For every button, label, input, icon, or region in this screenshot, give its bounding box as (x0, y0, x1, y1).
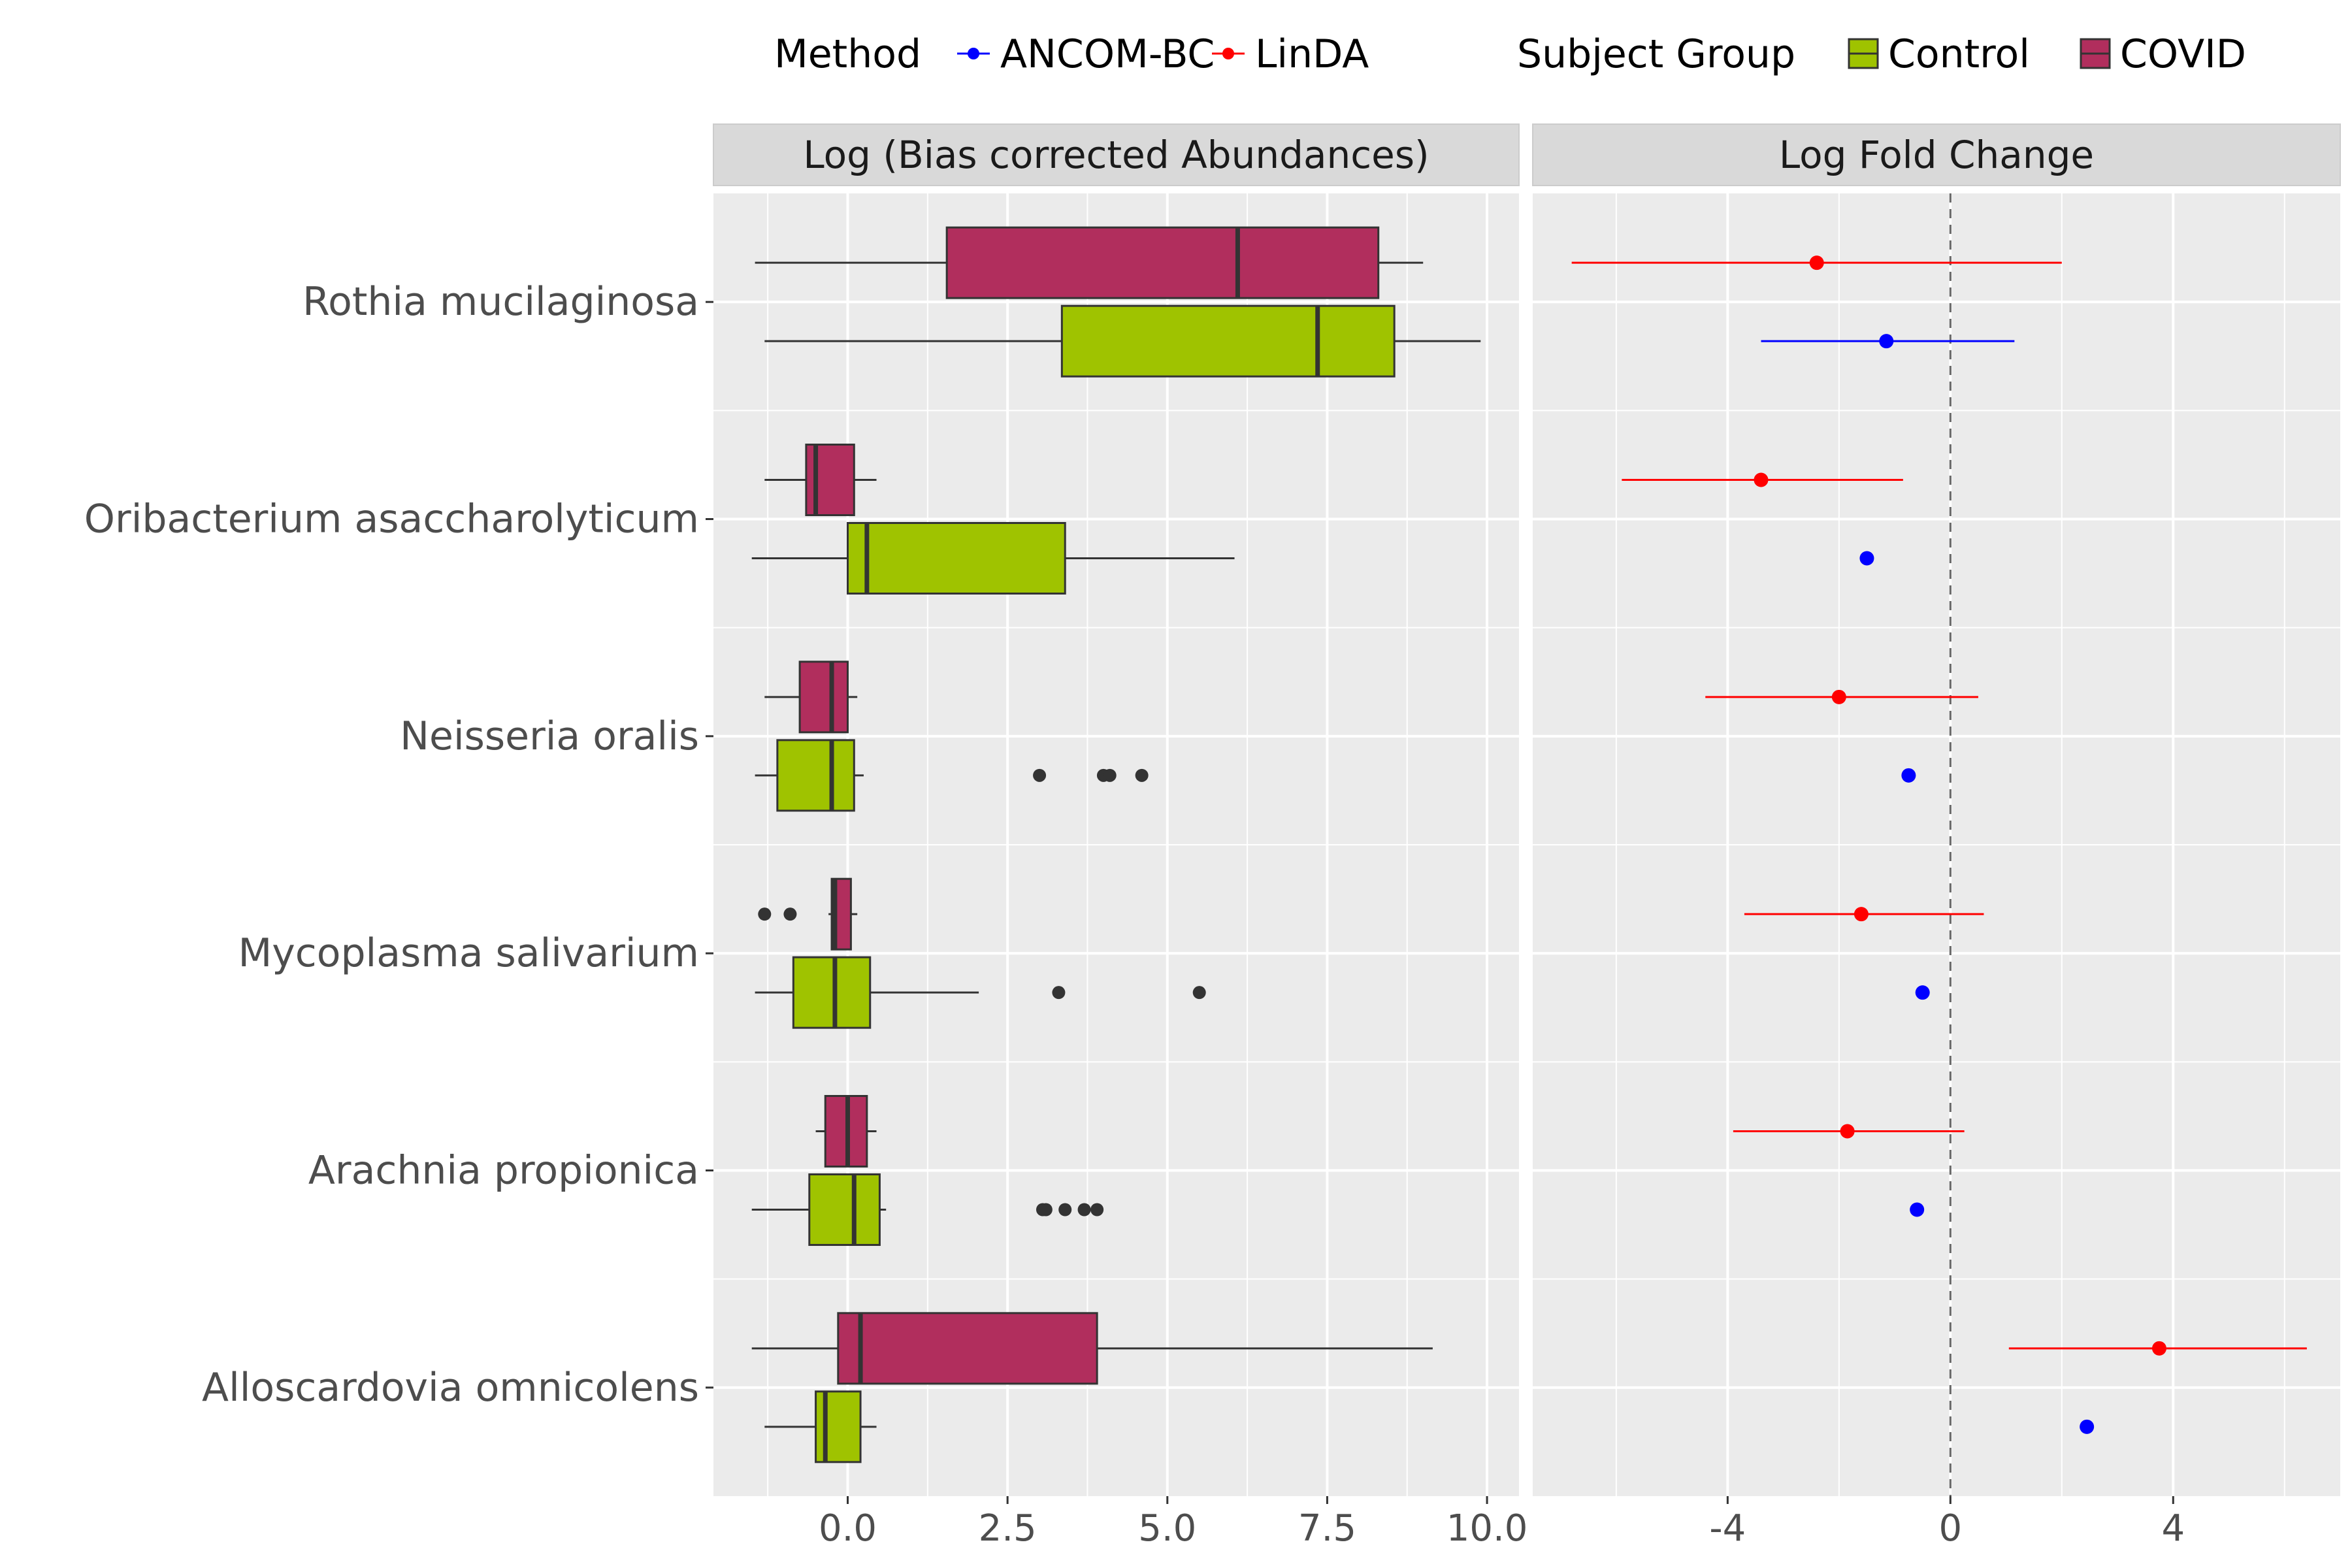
box-outlier-point (1058, 1203, 1072, 1217)
taxon-label-mycoplasma-salivarium: Mycoplasma salivarium (238, 930, 700, 976)
box-body (945, 226, 1380, 299)
abundance-strip (713, 123, 1520, 186)
fold-change-panel-title: Log Fold Change (1779, 133, 2094, 177)
taxon-label-oribacterium-asaccharolyticum: Oribacterium asaccharolyticum (84, 497, 699, 542)
legend-method-label: LinDA (1255, 31, 1369, 77)
legend-method-label: ANCOM-BC (1000, 31, 1215, 77)
box-covid-mycoplasma-salivarium (758, 877, 858, 951)
estimate-point (1901, 768, 1916, 783)
abundance-x-tick-label: 2.5 (979, 1507, 1037, 1550)
pointrange-ancom-bc-oribacterium-asaccharolyticum (1859, 551, 1874, 566)
box-control-arachnia-propionica (751, 1173, 1104, 1246)
legend-method-title: Method (774, 31, 921, 77)
box-body (805, 444, 855, 516)
fold-change-x-axis: -4 0 4 (1709, 1496, 2185, 1550)
pointrange-ancom-bc-mycoplasma-salivarium (1915, 985, 1930, 1000)
box-outlier-point (1077, 1203, 1091, 1217)
pointrange-linda-rothia-mucilaginosa (1571, 255, 2062, 270)
pointrange-linda-alloscardovia-omnicolens (2008, 1341, 2307, 1356)
abundance-panel-title: Log (Bias corrected Abundances) (803, 133, 1429, 177)
estimate-point (1910, 1202, 1925, 1217)
taxon-y-axis: Rothia mucilaginosa Oribacterium asacchar… (84, 279, 713, 1411)
box-covid-arachnia-propionica (815, 1095, 877, 1168)
box-control-oribacterium-asaccharolyticum (751, 522, 1235, 595)
legend: Method Subject Group ANCOM-BC LinDA Contro… (774, 31, 2246, 77)
legend-point-key (968, 48, 979, 59)
box-control-mycoplasma-salivarium (755, 956, 1206, 1029)
box-body (808, 1173, 881, 1246)
abundance-gridlines (713, 193, 1519, 1496)
box-covid-alloscardovia-omnicolens (751, 1312, 1433, 1385)
box-control-rothia-mucilaginosa (764, 304, 1481, 378)
box-covid-rothia-mucilaginosa (755, 226, 1424, 299)
pointrange-linda-arachnia-propionica (1733, 1124, 1965, 1139)
estimate-point (1879, 334, 1894, 349)
box-outlier-point (1052, 986, 1066, 1000)
estimate-point (2080, 1419, 2095, 1434)
legend-group-label: Control (1888, 31, 2030, 77)
legend-group-control: Control (1848, 31, 2030, 77)
box-body (776, 739, 855, 812)
box-covid-oribacterium-asaccharolyticum (764, 444, 877, 516)
abundance-x-axis: 0.0 2.5 5.0 7.5 10.0 (819, 1496, 1527, 1550)
box-body (847, 522, 1066, 595)
legend-method-ancom-bc: ANCOM-BC (957, 31, 1215, 77)
box-outlier-point (1033, 768, 1047, 782)
pointrange-ancom-bc-alloscardovia-omnicolens (2080, 1419, 2095, 1434)
abundance-panel: Log (Bias corrected Abundances) 0.0 2.5 5.… (713, 123, 1527, 1550)
abundance-boxes (751, 226, 1481, 1463)
fold-change-x-tick-label: 4 (2161, 1507, 2185, 1550)
box-outlier-point (1192, 986, 1206, 1000)
legend-group-covid: COVID (2080, 31, 2246, 77)
estimate-point (1854, 907, 1869, 922)
estimate-point (1831, 689, 1846, 704)
box-outlier-point (1039, 1203, 1053, 1217)
pointrange-ancom-bc-arachnia-propionica (1910, 1202, 1925, 1217)
box-body (792, 956, 872, 1029)
legend-group-label: COVID (2120, 31, 2246, 77)
fold-change-x-tick-label: -4 (1709, 1507, 1746, 1550)
fold-change-gridlines (1533, 193, 2340, 1496)
taxon-label-neisseria-oralis: Neisseria oralis (400, 713, 699, 759)
fold-change-panel: Log Fold Change -4 0 4 (1532, 123, 2341, 1550)
pointrange-linda-oribacterium-asaccharolyticum (1622, 472, 1903, 487)
fold-change-x-tick-label: 0 (1938, 1507, 1962, 1550)
abundance-x-tick-label: 5.0 (1138, 1507, 1196, 1550)
box-covid-neisseria-oralis (764, 661, 858, 734)
box-control-alloscardovia-omnicolens (764, 1390, 877, 1463)
box-body (798, 661, 849, 734)
abundance-x-tick-label: 7.5 (1298, 1507, 1356, 1550)
box-outlier-point (1090, 1203, 1104, 1217)
estimate-point (1754, 472, 1769, 487)
pointrange-linda-neisseria-oralis (1705, 689, 1978, 704)
box-body (1060, 304, 1396, 378)
box-outlier-point (1135, 768, 1149, 782)
estimate-point (1809, 255, 1824, 270)
box-outlier-point (783, 907, 797, 921)
pointrange-ancom-bc-neisseria-oralis (1901, 768, 1916, 783)
box-body (815, 1390, 862, 1463)
abundance-x-tick-label: 0.0 (819, 1507, 877, 1550)
abundance-x-tick-label: 10.0 (1446, 1507, 1528, 1550)
legend-group-title: Subject Group (1517, 31, 1795, 77)
taxon-label-alloscardovia-omnicolens: Alloscardovia omnicolens (202, 1365, 699, 1411)
estimate-point (2151, 1341, 2166, 1356)
box-body (837, 1312, 1098, 1385)
legend-point-key (1222, 48, 1234, 59)
box-control-neisseria-oralis (755, 739, 1149, 812)
fold-change-strip (1532, 123, 2341, 186)
estimate-point (1840, 1124, 1855, 1139)
taxon-label-rothia-mucilaginosa: Rothia mucilaginosa (302, 279, 699, 325)
pointrange-linda-mycoplasma-salivarium (1744, 907, 1984, 922)
estimate-point (1915, 985, 1930, 1000)
estimate-point (1859, 551, 1874, 566)
legend-method-linda: LinDA (1212, 31, 1369, 77)
fold-change-points (1571, 193, 2307, 1496)
taxon-label-arachnia-propionica: Arachnia propionica (308, 1148, 699, 1194)
box-outlier-point (1103, 768, 1117, 782)
box-outlier-point (758, 907, 772, 921)
pointrange-ancom-bc-rothia-mucilaginosa (1761, 334, 2015, 349)
